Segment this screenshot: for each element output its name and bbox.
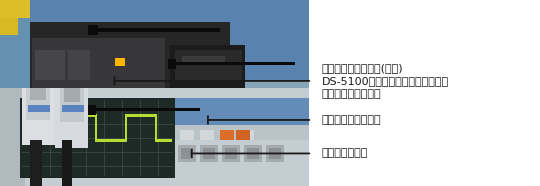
Text: パッシブ・プローブ(別売)
DS-5100シリーズに添付されている
プローブも利用可能: パッシブ・プローブ(別売) DS-5100シリーズに添付されている プローブも利… xyxy=(322,63,449,99)
Text: バッテリ・ボックス: バッテリ・ボックス xyxy=(322,115,381,125)
Text: 差動アンプ本体: 差動アンプ本体 xyxy=(322,148,368,158)
